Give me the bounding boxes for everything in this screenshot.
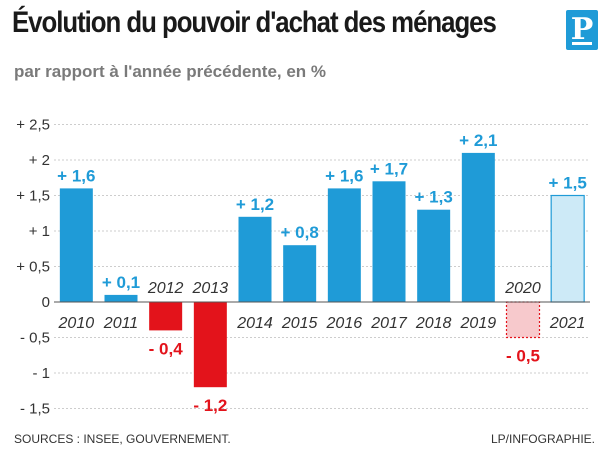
bar-2018 [417, 209, 451, 302]
data-label: + 1,7 [370, 159, 408, 178]
x-tick-label: 2012 [147, 280, 184, 297]
bar-2021 [550, 194, 585, 303]
y-tick-label: 0 [42, 294, 50, 311]
bar-2019 [461, 152, 495, 302]
x-tick-label: 2018 [415, 315, 452, 332]
bar-2016 [327, 188, 361, 302]
y-tick-label: - 1,5 [20, 401, 50, 418]
bar-2010 [59, 188, 93, 302]
data-label: - 0,5 [506, 347, 540, 366]
y-tick-label: + 1 [29, 223, 50, 240]
data-label: - 1,2 [193, 396, 227, 415]
x-tick-label: 2019 [460, 315, 497, 332]
y-tick-label: + 2,5 [16, 117, 50, 134]
data-label: + 0,8 [281, 223, 319, 242]
bar-2012 [149, 302, 183, 331]
x-tick-label: 2016 [326, 315, 363, 332]
data-label: + 0,1 [102, 273, 140, 292]
y-tick-label: + 0,5 [16, 259, 50, 276]
bar-2015 [283, 245, 317, 302]
bar-2014 [238, 216, 272, 302]
data-label: + 2,1 [459, 131, 497, 150]
x-tick-label: 2014 [236, 315, 273, 332]
bar-2011 [104, 294, 138, 302]
y-tick-label: + 1,5 [16, 188, 50, 205]
y-tick-label: + 2 [29, 152, 50, 169]
data-label: + 1,2 [236, 195, 274, 214]
data-label: + 1,6 [325, 166, 363, 185]
credit-note: LP/INFOGRAPHIE. [490, 432, 595, 446]
chart-subtitle: par rapport à l'année précédente, en % [14, 62, 327, 81]
data-label: + 1,5 [549, 174, 587, 193]
x-tick-label: 2013 [192, 280, 229, 297]
data-label: + 1,3 [415, 188, 453, 207]
le-parisien-logo: P [566, 10, 598, 50]
data-label: - 0,4 [149, 339, 184, 358]
data-label: + 1,6 [57, 166, 95, 185]
bar-2020 [505, 301, 541, 339]
chart-title: Évolution du pouvoir d'achat des ménages [12, 6, 497, 39]
sources-note: SOURCES : INSEE, GOUVERNEMENT. [14, 432, 231, 446]
x-tick-label: 2011 [103, 315, 138, 332]
bar-2017 [372, 181, 406, 302]
x-tick-label: 2015 [281, 315, 318, 332]
y-tick-label: - 1 [32, 365, 50, 382]
bar-2013 [193, 302, 227, 388]
x-tick-label: 2021 [549, 315, 586, 332]
y-tick-label: - 0,5 [20, 330, 50, 347]
x-tick-label: 2010 [58, 315, 95, 332]
x-tick-label: 2020 [504, 280, 541, 297]
x-tick-label: 2017 [370, 315, 408, 332]
